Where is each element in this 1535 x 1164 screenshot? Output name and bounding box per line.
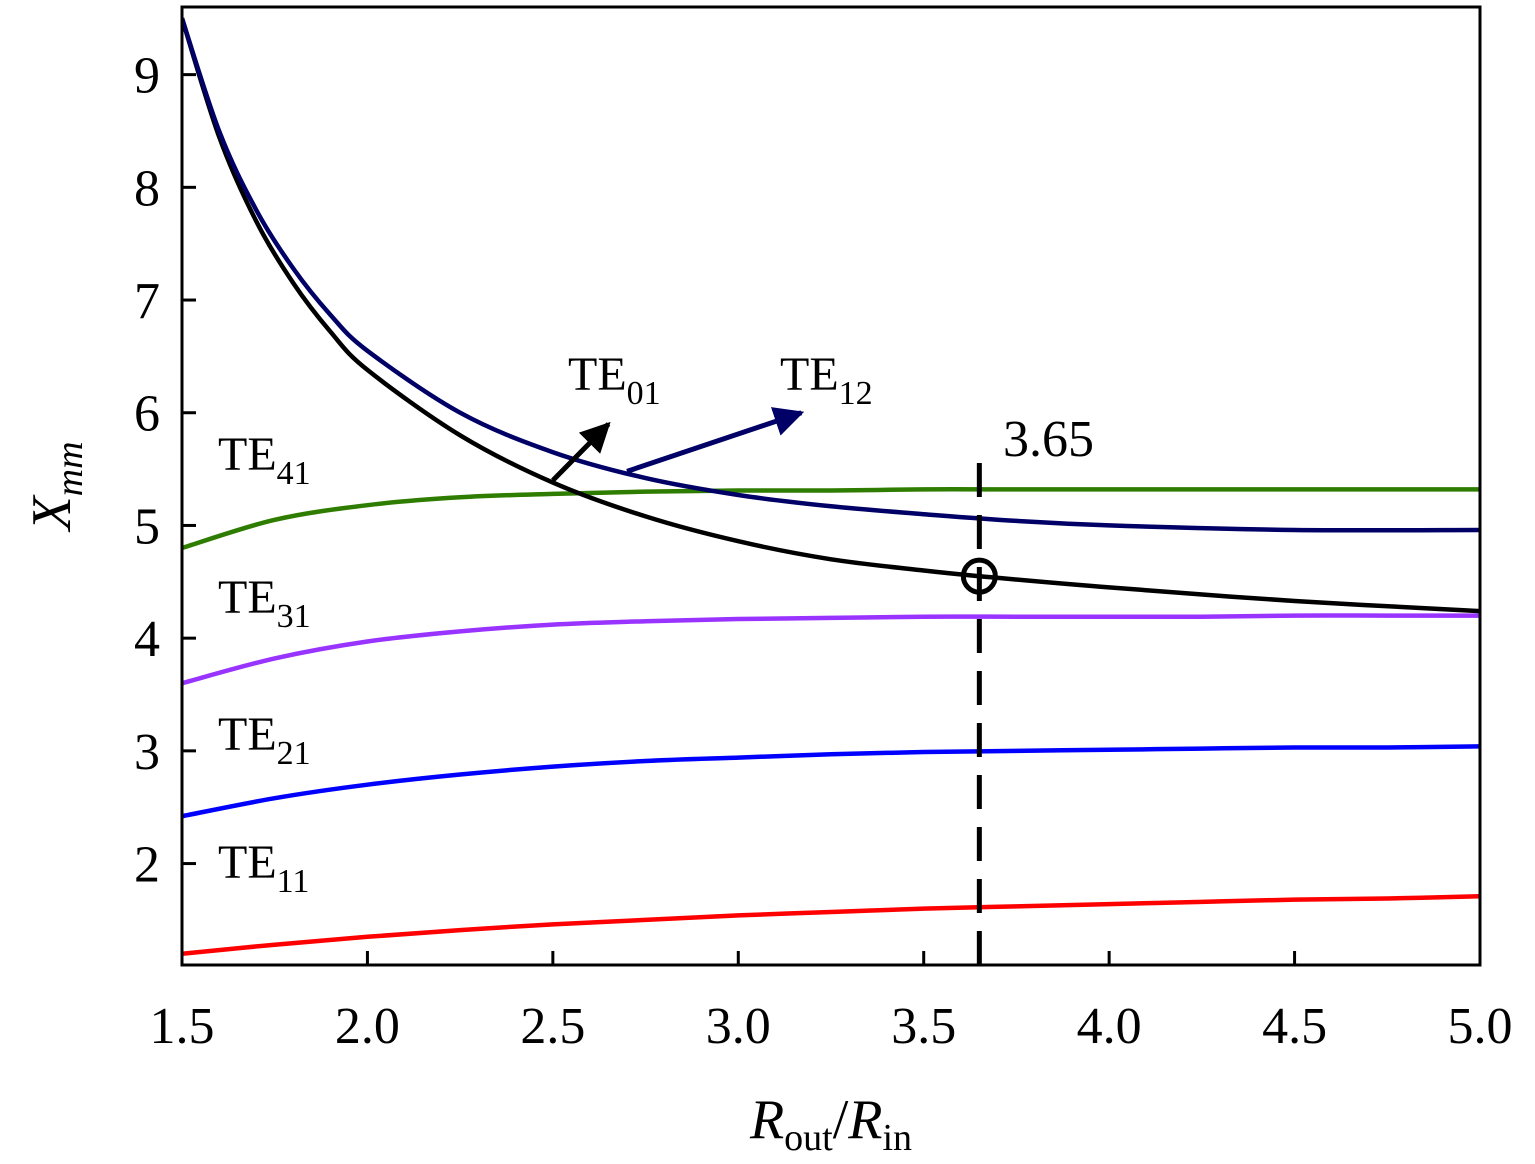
arrow-te01 <box>551 421 611 483</box>
x-tick-label-4.5: 4.5 <box>1262 998 1327 1055</box>
vline-label: 3.65 <box>1003 411 1094 468</box>
y-axis-label: Xmm <box>21 441 91 532</box>
series-line-te31 <box>182 613 1480 686</box>
x-tick-label-2.0: 2.0 <box>335 998 400 1055</box>
x-tick-label-4.0: 4.0 <box>1077 998 1142 1055</box>
series-label-te11: TE11 <box>218 836 309 900</box>
series-line-te21 <box>182 744 1480 819</box>
series-label-te01: TE01 <box>568 348 661 412</box>
x-tick-label-2.5: 2.5 <box>520 998 585 1055</box>
series-label-te31: TE31 <box>218 571 311 635</box>
y-tick-label-7: 7 <box>134 273 160 330</box>
series-line-te11 <box>182 893 1480 956</box>
x-tick-label-5.0: 5.0 <box>1448 998 1513 1055</box>
series-label-te21: TE21 <box>218 708 311 772</box>
y-tick-label-8: 8 <box>134 160 160 217</box>
y-tick-label-4: 4 <box>134 611 160 668</box>
y-tick-label-9: 9 <box>134 48 160 105</box>
series-label-te41: TE41 <box>218 428 311 492</box>
y-tick-label-3: 3 <box>134 724 160 781</box>
intersection-marker <box>960 557 998 595</box>
plot-frame <box>180 5 1482 967</box>
y-tick-label-6: 6 <box>134 386 160 443</box>
x-tick-label-1.5: 1.5 <box>150 998 215 1055</box>
arrow-te12 <box>626 407 805 474</box>
series-line-te41 <box>182 487 1480 551</box>
x-axis-label: Rout/Rin <box>749 1089 912 1159</box>
y-tick-label-2: 2 <box>134 837 160 894</box>
x-tick-label-3.0: 3.0 <box>706 998 771 1055</box>
series-line-te01 <box>182 17 1480 614</box>
x-tick-label-3.5: 3.5 <box>891 998 956 1055</box>
series-label-te12: TE12 <box>780 348 873 412</box>
y-tick-label-5: 5 <box>134 498 160 555</box>
series-line-te12 <box>182 17 1480 533</box>
